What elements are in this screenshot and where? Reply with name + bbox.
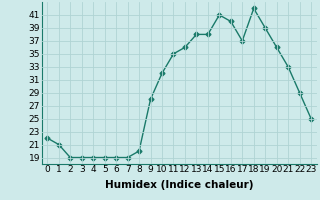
X-axis label: Humidex (Indice chaleur): Humidex (Indice chaleur) bbox=[105, 180, 253, 190]
